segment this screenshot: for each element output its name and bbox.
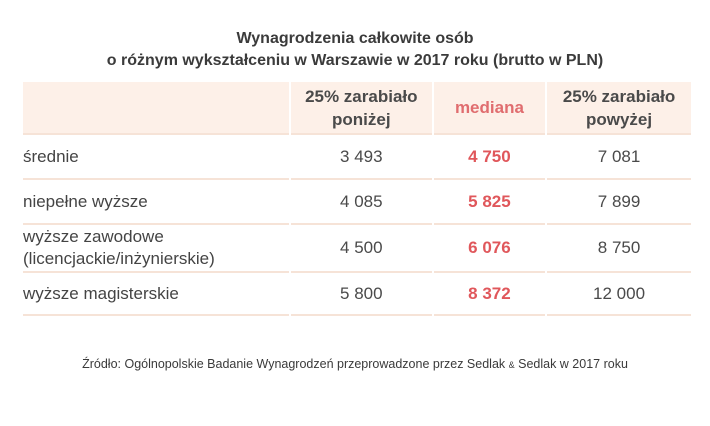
title-line-2: o różnym wykształceniu w Warszawie w 201… xyxy=(106,52,604,69)
header-empty xyxy=(23,82,289,133)
header-row: 25% zarabiało poniżej mediana 25% zarabi… xyxy=(23,82,691,133)
cell-low: 3 493 xyxy=(290,133,432,178)
cell-median: 5 825 xyxy=(433,178,546,223)
cell-low: 4 085 xyxy=(290,178,432,223)
table-row: wyższe zawodowe (licencjackie/inżyniersk… xyxy=(23,223,691,271)
cell-median: 6 076 xyxy=(433,223,546,271)
cell-median: 4 750 xyxy=(433,133,546,178)
header-high-25: 25% zarabiało powyżej xyxy=(562,86,676,129)
row-label: wyższe magisterskie xyxy=(23,271,289,316)
table-row: średnie 3 493 4 750 7 081 xyxy=(23,133,691,178)
cell-low: 4 500 xyxy=(290,223,432,271)
cell-low: 5 800 xyxy=(290,271,432,316)
header-low-25: 25% zarabiało poniżej xyxy=(305,86,418,129)
row-label: średnie xyxy=(23,133,289,178)
table-row: wyższe magisterskie 5 800 8 372 12 000 xyxy=(23,271,691,316)
cell-high: 12 000 xyxy=(547,271,691,316)
row-label: niepełne wyższe xyxy=(23,178,289,223)
table-row: niepełne wyższe 4 085 5 825 7 899 xyxy=(23,178,691,223)
source-note: Źródło: Ogólnopolskie Badanie Wynagrodze… xyxy=(82,357,628,371)
salary-table: 25% zarabiało poniżej mediana 25% zarabi… xyxy=(21,82,693,316)
cell-high: 8 750 xyxy=(547,223,691,271)
cell-high: 7 081 xyxy=(547,133,691,178)
cell-high: 7 899 xyxy=(547,178,691,223)
header-median: mediana xyxy=(454,98,524,117)
table-title: Wynagrodzenia całkowite osób o różnym wy… xyxy=(0,28,710,72)
cell-median: 8 372 xyxy=(433,271,546,316)
title-line-1: Wynagrodzenia całkowite osób xyxy=(236,30,474,47)
row-label: wyższe zawodowe (licencjackie/inżyniersk… xyxy=(23,223,289,271)
